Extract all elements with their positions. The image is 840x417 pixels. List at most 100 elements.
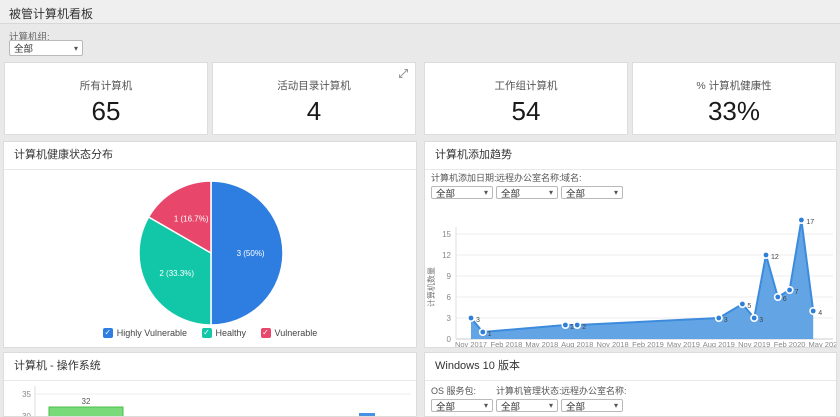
legend-label: Highly Vulnerable [116,328,187,338]
select-value: 全部 [566,401,586,413]
legend-item-vulnerable[interactable]: ✓ Vulnerable [260,328,318,338]
domain-select[interactable]: 全部 ▾ [561,186,623,200]
svg-text:6: 6 [783,296,787,303]
expand-icon[interactable] [398,68,409,79]
svg-text:12: 12 [771,254,779,261]
svg-text:15: 15 [442,230,451,239]
svg-text:Feb 2019: Feb 2019 [632,340,664,348]
os-bar-chart: 35 30 32 [22,386,411,417]
card-workgroup-computers: 工作组计算机 54 [424,62,628,135]
filter-label: 远程办公室名称: [496,173,562,183]
caret-down-icon: ▾ [548,188,553,197]
caret-down-icon: ▾ [613,401,618,410]
svg-text:30: 30 [22,412,31,417]
svg-text:4: 4 [818,310,822,317]
svg-text:3: 3 [476,317,480,324]
filter-add-date: 计算机添加日期: 全部 ▾ [431,171,497,200]
remote-office-select[interactable]: 全部 ▾ [496,186,558,200]
svg-text:3: 3 [447,314,452,323]
panel-additions-trend: 计算机添加趋势 计算机添加日期: 全部 ▾ 远程办公室名称: 全部 ▾ 域名: … [424,141,837,348]
svg-text:May 2020: May 2020 [809,340,837,348]
svg-text:Feb 2020: Feb 2020 [774,340,806,348]
svg-text:Feb 2018: Feb 2018 [491,340,523,348]
pie-legend: ✓ Highly Vulnerable ✓ Healthy ✓ Vulnerab… [4,327,416,338]
panel-title: Windows 10 版本 [425,353,836,381]
caret-down-icon: ▾ [548,401,553,410]
svg-text:计算机数量: 计算机数量 [426,267,436,307]
svg-text:35: 35 [22,390,31,399]
legend-item-healthy[interactable]: ✓ Healthy [201,328,246,338]
card-value: 4 [306,96,322,126]
computer-group-select[interactable]: 全部 ▾ [9,40,83,56]
select-value: 全部 [501,401,521,413]
legend-label: Vulnerable [274,328,318,338]
caret-down-icon: ▾ [483,188,488,197]
filter-managed-status: 计算机管理状态: 全部 ▾ [496,384,562,413]
select-value: 全部 [566,188,586,200]
svg-text:May 2018: May 2018 [525,340,558,348]
svg-text:3 (50%): 3 (50%) [237,249,265,258]
panel-health-distribution: 计算机健康状态分布 3 (50%) 2 (33.3%) 1 (16.7%) ✓ Hi… [3,141,417,348]
card-computer-health-pct: % 计算机健康性 33% [632,62,836,135]
filter-label: 计算机添加日期: [431,173,497,183]
svg-text:7: 7 [795,289,799,296]
svg-text:Nov 2019: Nov 2019 [738,340,770,348]
svg-text:Nov 2017: Nov 2017 [455,340,487,348]
svg-text:Aug 2018: Aug 2018 [561,340,593,348]
panel-title: 计算机添加趋势 [425,142,836,170]
svg-text:12: 12 [442,251,451,260]
panel-title: 计算机 - 操作系统 [4,353,416,381]
caret-down-icon: ▾ [73,43,78,53]
svg-text:3: 3 [724,317,728,324]
card-value: 65 [91,96,121,126]
checkbox-icon: ✓ [260,328,271,338]
caret-down-icon: ▾ [613,188,618,197]
svg-text:17: 17 [806,219,814,226]
card-title: 活动目录计算机 [277,80,351,92]
svg-text:May 2019: May 2019 [667,340,700,348]
card-all-computers: 所有计算机 65 [4,62,208,135]
svg-text:2: 2 [570,324,574,331]
svg-text:1: 1 [488,331,492,338]
panel-computers-os: 计算机 - 操作系统 35 30 32 [3,352,417,417]
filter-remote-office-2: 远程办公室名称: 全部 ▾ [561,384,627,413]
legend-item-highly-vulnerable[interactable]: ✓ Highly Vulnerable [102,328,187,338]
checkbox-icon: ✓ [201,328,212,338]
card-title: % 计算机健康性 [696,80,772,92]
svg-text:6: 6 [447,293,452,302]
managed-status-select[interactable]: 全部 ▾ [496,399,558,413]
card-value: 54 [511,96,541,126]
svg-text:9: 9 [447,272,452,281]
svg-text:2 (33.3%): 2 (33.3%) [159,269,194,278]
page-title: 被管计算机看板 [9,7,94,21]
card-title: 所有计算机 [79,80,133,92]
card-ad-computers: 活动目录计算机 4 [212,62,416,135]
filter-label: 域名: [561,173,582,183]
filter-domain: 域名: 全部 ▾ [561,171,623,200]
caret-down-icon: ▾ [483,401,488,410]
svg-text:0: 0 [447,335,452,344]
svg-text:Aug 2019: Aug 2019 [703,340,735,348]
os-service-pack-select[interactable]: 全部 ▾ [431,399,493,413]
add-date-select[interactable]: 全部 ▾ [431,186,493,200]
filter-os-service-pack: OS 服务包: 全部 ▾ [431,384,493,413]
filter-label: OS 服务包: [431,386,477,396]
panel-title: 计算机健康状态分布 [4,142,416,170]
select-value: 全部 [436,401,456,413]
svg-text:5: 5 [747,303,751,310]
svg-text:Nov 2018: Nov 2018 [597,340,629,348]
remote-office-select-2[interactable]: 全部 ▾ [561,399,623,413]
filter-label: 远程办公室名称: [561,386,627,396]
svg-text:1 (16.7%): 1 (16.7%) [174,215,209,224]
select-value: 全部 [436,188,456,200]
computer-group-filter-label: 计算机组: [9,32,50,43]
svg-text:32: 32 [82,397,91,406]
card-title: 工作组计算机 [494,80,558,92]
svg-text:3: 3 [759,317,763,324]
select-value: 全部 [501,188,521,200]
computer-group-select-value: 全部 [14,44,34,55]
checkbox-icon: ✓ [102,328,113,338]
card-value: 33% [707,96,761,126]
